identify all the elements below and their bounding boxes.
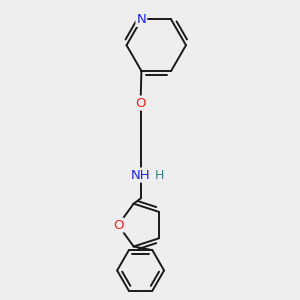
Text: O: O [135,97,146,110]
Text: O: O [113,219,123,232]
Text: N: N [136,13,146,26]
Text: NH: NH [131,169,150,182]
Text: H: H [155,169,164,182]
